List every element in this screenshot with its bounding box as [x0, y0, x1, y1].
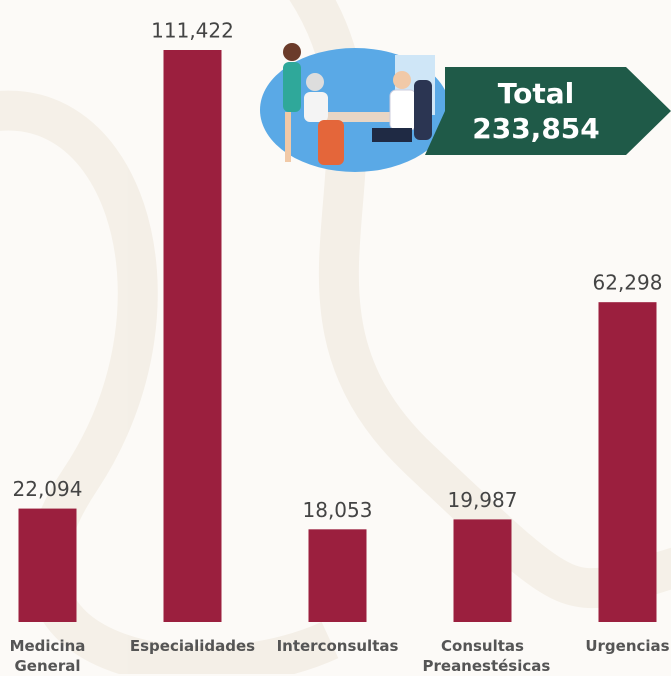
value-label: 62,298 — [593, 271, 663, 295]
bar — [599, 302, 657, 622]
total-label: Total — [498, 77, 575, 110]
total-value: 233,854 — [472, 112, 600, 145]
category-label: Especialidades — [118, 636, 268, 656]
total-banner: Total 233,854 — [425, 67, 671, 155]
category-label: Medicina General — [3, 636, 93, 676]
bar — [454, 519, 512, 622]
bar — [164, 50, 222, 622]
value-label: 22,094 — [13, 477, 83, 501]
illustration — [260, 43, 450, 172]
value-label: 111,422 — [151, 19, 234, 43]
category-label: Consultas Preanestésicas — [423, 636, 543, 676]
category-label: Urgencias — [568, 636, 671, 656]
bar — [309, 529, 367, 622]
value-label: 18,053 — [303, 498, 373, 522]
bar — [19, 509, 77, 622]
category-label: Interconsultas — [263, 636, 413, 656]
value-label: 19,987 — [448, 488, 518, 512]
